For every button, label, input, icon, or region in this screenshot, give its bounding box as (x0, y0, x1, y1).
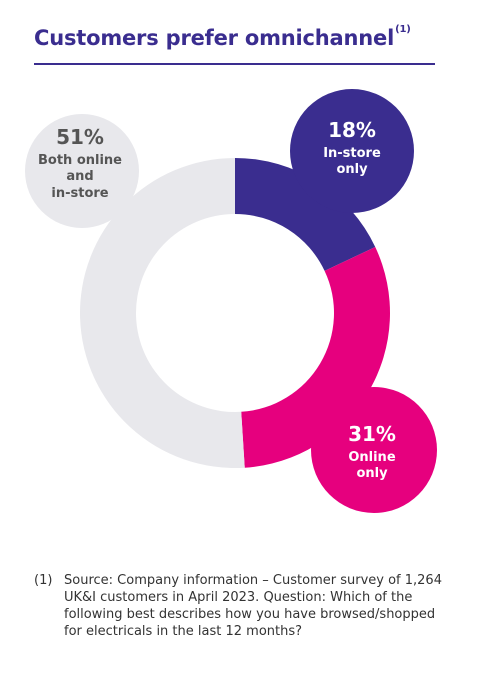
slice-both-online-and-in-store (80, 158, 245, 468)
bubble-instore (290, 89, 414, 213)
slice-in-store-only (235, 158, 376, 271)
label-both-line1: Both online (37, 153, 122, 168)
title-divider (34, 63, 435, 65)
label-both-pct: 51% (56, 125, 104, 149)
label-online-line1: Online (348, 450, 396, 465)
label-online: 31% Online only (307, 422, 437, 483)
label-both-line2: and (66, 169, 94, 185)
label-instore-line2: only (336, 162, 368, 178)
donut-chart (25, 89, 437, 513)
bubble-both (25, 114, 139, 228)
label-both-line3: in-store (51, 185, 109, 201)
bubble-online (311, 387, 437, 513)
label-instore-pct: 18% (328, 118, 376, 142)
label-both: 51% Both online and in-store (30, 125, 130, 202)
footnote-ref: (1) (395, 24, 411, 35)
label-instore-line1: In-store (323, 146, 381, 161)
label-instore: 18% In-store only (292, 118, 412, 179)
label-online-pct: 31% (348, 422, 396, 446)
footnote-text: Source: Company information – Customer s… (64, 573, 442, 639)
chart-title-text: Customers prefer omnichannel (34, 26, 395, 50)
chart-title: Customers prefer omnichannel(1) (34, 24, 411, 50)
footnote-number: (1) (34, 573, 53, 588)
footnote: (1) Source: Company information – Custom… (34, 572, 449, 640)
label-online-line2: only (356, 466, 388, 482)
